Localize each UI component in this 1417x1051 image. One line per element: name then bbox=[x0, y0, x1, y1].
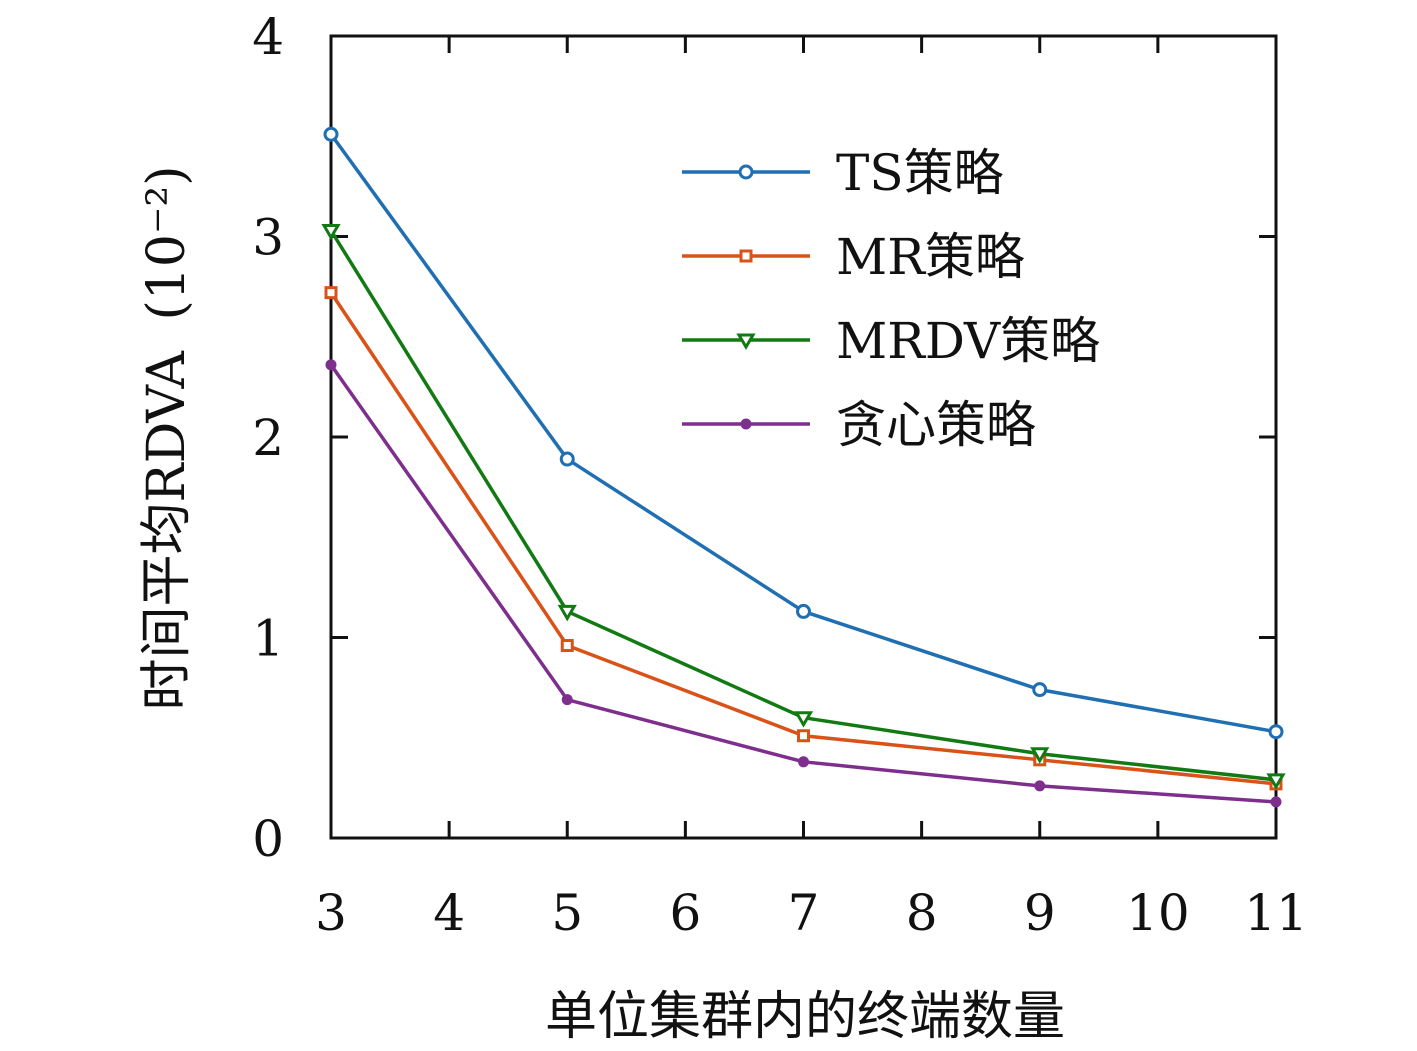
axes-layer: 3 4 5 6 7 8 9 10 11 0 1 2 3 4 bbox=[252, 8, 1308, 942]
series-3 bbox=[321, 223, 1286, 790]
series-line bbox=[329, 291, 1277, 786]
legend-label: TS策略 bbox=[836, 144, 1004, 202]
data-point bbox=[1030, 747, 1050, 764]
legend-marker bbox=[736, 333, 756, 350]
legend-marker bbox=[740, 418, 752, 430]
x-tick-label: 11 bbox=[1244, 884, 1308, 942]
legend-item: MR策略 bbox=[682, 228, 1025, 286]
legend-label: 贪心策略 bbox=[836, 396, 1036, 454]
data-point bbox=[797, 729, 810, 743]
x-axis-title: 单位集群内的终端数量 bbox=[545, 987, 1065, 1046]
data-point bbox=[796, 603, 811, 619]
y-tick-label: 3 bbox=[252, 209, 284, 267]
y-tick-label: 2 bbox=[252, 409, 284, 467]
data-point bbox=[1034, 780, 1046, 792]
data-point bbox=[793, 711, 814, 728]
x-tick-label: 8 bbox=[906, 884, 938, 942]
legend-label: MRDV策略 bbox=[836, 312, 1100, 370]
data-point bbox=[798, 756, 809, 768]
data-point bbox=[324, 286, 338, 300]
x-tick-label: 7 bbox=[788, 884, 820, 942]
legend-marker bbox=[738, 164, 754, 180]
data-point bbox=[1032, 682, 1048, 698]
legend-item: TS策略 bbox=[682, 144, 1004, 202]
x-tick-label: 9 bbox=[1024, 884, 1056, 942]
y-tick-label: 4 bbox=[252, 8, 284, 66]
y-tick-label: 0 bbox=[252, 810, 284, 868]
x-tick-label: 3 bbox=[315, 884, 347, 942]
data-point bbox=[325, 359, 337, 371]
series-layer bbox=[321, 126, 1286, 808]
y-tick-label: 1 bbox=[252, 610, 284, 668]
data-point bbox=[323, 126, 339, 142]
y-axis-title: 时间平均RDVA (10⁻²) bbox=[137, 165, 197, 710]
data-point bbox=[559, 451, 575, 467]
legend-item: MRDV策略 bbox=[682, 312, 1100, 370]
data-point bbox=[321, 223, 341, 241]
x-tick-label: 10 bbox=[1126, 884, 1190, 942]
x-tick-label: 5 bbox=[551, 884, 583, 942]
data-point bbox=[561, 694, 573, 706]
data-point bbox=[1266, 773, 1286, 790]
series-line bbox=[329, 133, 1277, 734]
legend-marker bbox=[739, 249, 753, 263]
data-point bbox=[1270, 796, 1282, 808]
data-point bbox=[557, 604, 577, 622]
series-1 bbox=[323, 126, 1284, 740]
series-4 bbox=[325, 359, 1282, 808]
legend-label: MR策略 bbox=[836, 228, 1025, 286]
data-point bbox=[560, 639, 574, 653]
x-tick-label: 6 bbox=[669, 884, 701, 942]
y-axis-unit: (10⁻²) bbox=[137, 165, 197, 320]
legend-item: 贪心策略 bbox=[682, 396, 1036, 454]
y-axis-title-text: 时间平均RDVA bbox=[137, 350, 197, 711]
x-tick-label: 4 bbox=[433, 884, 465, 942]
data-point bbox=[1268, 724, 1284, 740]
